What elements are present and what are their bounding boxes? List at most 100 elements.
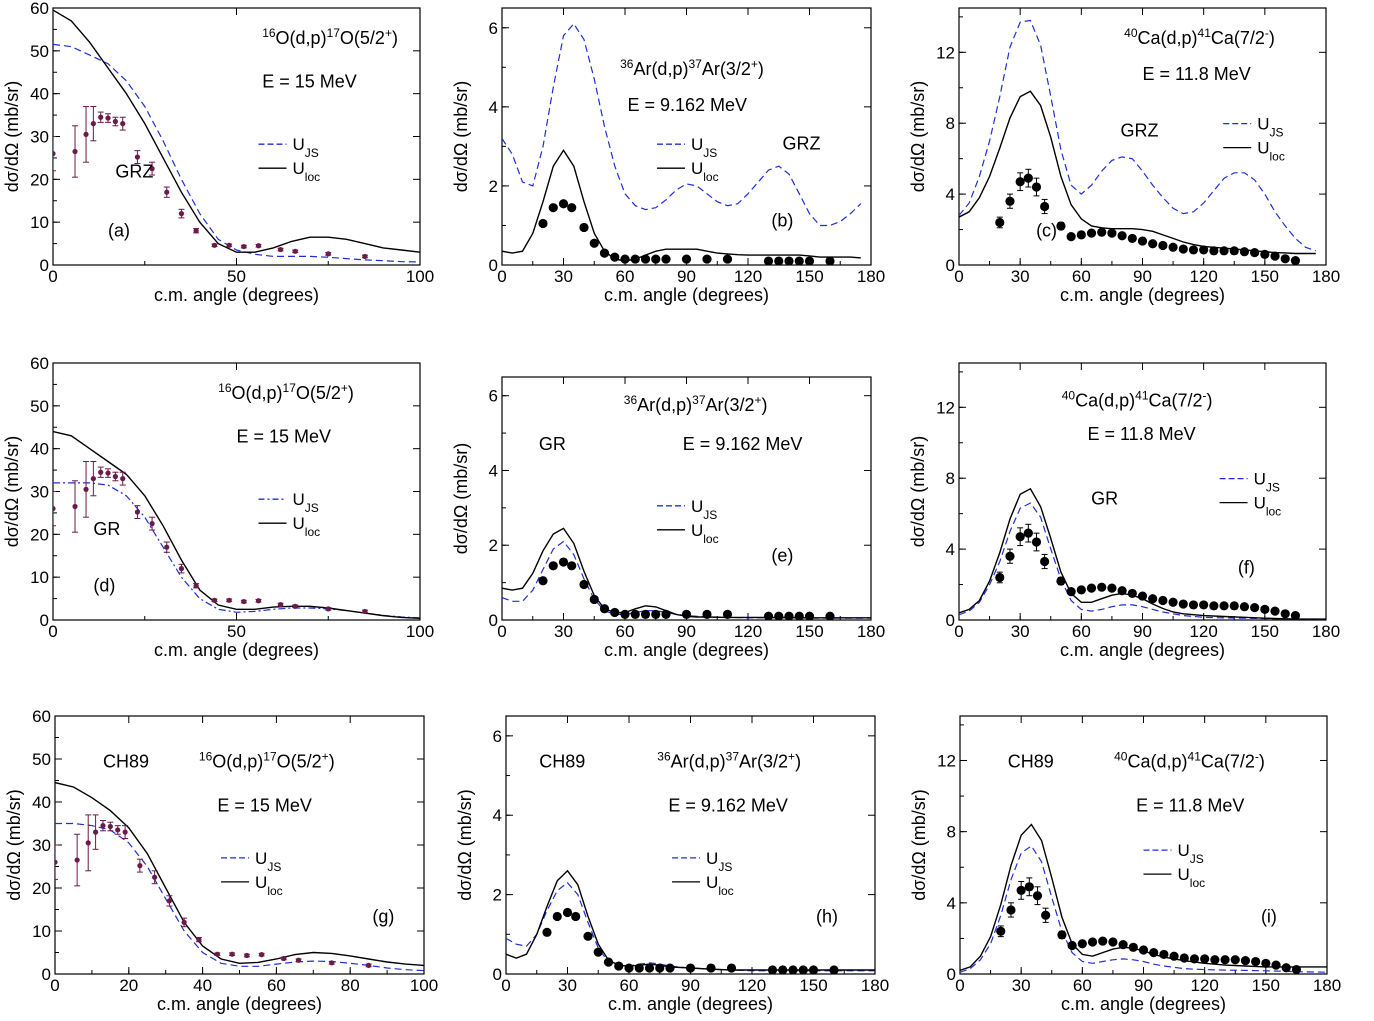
data-point (1251, 956, 1261, 967)
y-axis-label: dσ/dΩ (mb/sr) (455, 789, 475, 901)
data-point (226, 242, 232, 248)
data-point (567, 561, 577, 571)
x-tick-label: 180 (861, 976, 889, 995)
plot-area (506, 869, 875, 974)
data-point (1219, 601, 1229, 611)
data-point (1005, 551, 1015, 561)
data-point (640, 609, 651, 619)
data-point (1168, 597, 1178, 607)
x-axis-label: c.m. angle (degrees) (157, 994, 322, 1014)
data-point (90, 476, 96, 482)
data-point (593, 947, 603, 957)
annotation-panel: (b) (771, 210, 793, 230)
data-point (1023, 173, 1033, 183)
data-point (630, 254, 640, 264)
annotation-panel: (d) (93, 576, 115, 596)
data-point (763, 611, 774, 620)
x-tick-label: 50 (227, 622, 246, 641)
x-tick-label: 60 (616, 622, 635, 641)
annotation-energy: E = 15 MeV (217, 795, 312, 815)
data-point (211, 597, 218, 603)
x-tick-label: 30 (558, 976, 577, 995)
data-point (706, 963, 716, 973)
x-axis-label: c.m. angle (degrees) (608, 994, 773, 1014)
data-point (644, 963, 655, 973)
data-point (292, 603, 298, 609)
data-point (366, 962, 372, 969)
data-point (1209, 246, 1219, 256)
legend-label: UJS (255, 849, 281, 874)
data-point (164, 544, 170, 550)
y-tick-label: 12 (937, 751, 956, 770)
x-tick-label: 180 (1312, 622, 1340, 641)
data-point (53, 151, 56, 157)
annotation-potential: CH89 (539, 752, 585, 772)
series-line-u-js (55, 822, 424, 972)
legend-label: Uloc (1257, 139, 1285, 164)
plot-area (55, 781, 424, 972)
x-tick-label: 0 (497, 622, 506, 641)
data-point (1260, 249, 1270, 259)
data-point (1127, 588, 1137, 599)
data-point (794, 256, 804, 265)
x-axis-label: c.m. angle (degrees) (1060, 640, 1225, 660)
x-tick-label: 90 (1133, 622, 1152, 641)
data-point (804, 256, 815, 265)
series-line-u-js (53, 482, 420, 619)
panel-i: 0 30 60 90 120 150 180 0 4 8 12 c.m. angle (degrees… (909, 715, 1341, 1014)
data-point (107, 823, 113, 830)
data-point (995, 572, 1005, 583)
x-tick-label: 150 (795, 267, 823, 286)
data-point (1189, 954, 1200, 964)
x-tick-label: 180 (857, 267, 885, 286)
data-point (567, 203, 577, 213)
annotation-panel: (c) (1036, 221, 1057, 241)
data-point (85, 840, 91, 846)
data-point (255, 598, 262, 604)
y-tick-label: 6 (489, 19, 498, 38)
data-point (92, 829, 99, 835)
data-point (1210, 955, 1220, 965)
data-point (1067, 940, 1077, 951)
data-point (1178, 244, 1188, 254)
x-tick-label: 0 (48, 267, 57, 286)
data-point (538, 576, 548, 586)
annotation-reaction: 40Ca(d,p)41Ca(7/2-) (1124, 26, 1275, 48)
data-point (798, 965, 808, 974)
data-point (1108, 937, 1118, 947)
annotation-reaction: 36Ar(d,p)37Ar(3/2+) (657, 750, 801, 772)
annotation-potential: GRZ (1120, 121, 1158, 141)
data-point (702, 254, 712, 264)
x-tick-label: 60 (616, 267, 635, 286)
data-point (1117, 586, 1127, 596)
data-point (825, 611, 835, 620)
data-point (53, 506, 56, 512)
plot-area (960, 823, 1327, 974)
data-point (794, 611, 804, 620)
data-point (1098, 936, 1108, 946)
data-point (1271, 960, 1281, 970)
y-tick-label: 4 (946, 185, 955, 204)
data-point (1023, 528, 1033, 538)
data-point (1097, 227, 1107, 237)
data-point (55, 859, 58, 865)
y-axis-label: dσ/dΩ (mb/sr) (451, 443, 471, 555)
x-axis-label: c.m. angle (degrees) (1060, 285, 1225, 305)
x-tick-label: 60 (267, 976, 286, 995)
y-axis-label: dσ/dΩ (mb/sr) (2, 81, 22, 193)
data-point (1137, 591, 1148, 601)
data-point (74, 857, 80, 863)
y-axis-label: dσ/dΩ (mb/sr) (4, 789, 24, 901)
data-point (579, 222, 589, 233)
y-tick-label: 0 (493, 965, 502, 984)
data-point (558, 557, 569, 567)
y-tick-label: 12 (936, 43, 955, 62)
x-tick-label: 50 (227, 267, 246, 286)
data-point (661, 254, 671, 264)
series-line-u-loc (53, 9, 420, 253)
x-tick-label: 120 (734, 267, 762, 286)
data-point (1158, 595, 1168, 606)
data-point (552, 911, 562, 922)
annotation-reaction: 16O(d,p)17O(5/2+) (218, 381, 354, 403)
data-point (1219, 246, 1229, 256)
